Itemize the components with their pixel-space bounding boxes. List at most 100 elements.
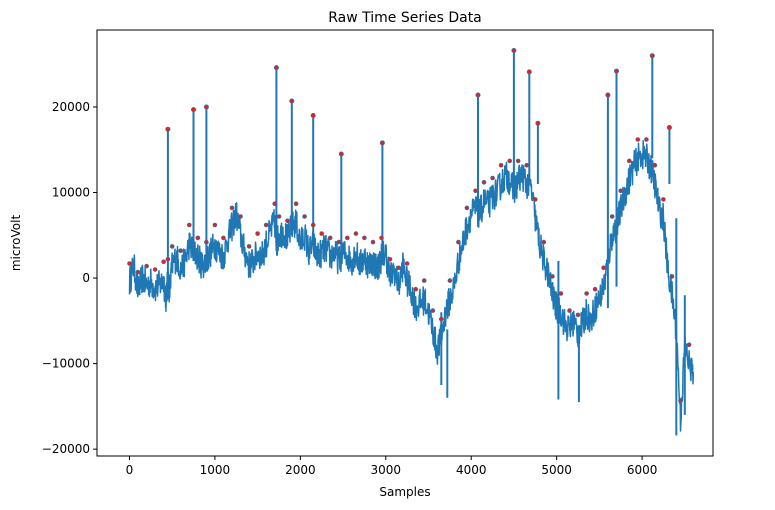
peak-marker <box>379 140 385 146</box>
x-tick-label: 3000 <box>371 463 402 477</box>
peak-marker <box>498 162 504 168</box>
peak-marker <box>613 68 619 74</box>
peak-marker <box>421 278 427 283</box>
peak-marker <box>438 316 444 322</box>
peak-marker <box>618 188 624 194</box>
peak-marker <box>169 244 175 249</box>
peak-marker <box>387 256 393 262</box>
y-tick-label: 10000 <box>52 186 90 200</box>
peak-marker <box>195 235 201 241</box>
peak-marker <box>255 231 260 236</box>
peak-marker <box>165 126 171 132</box>
peak-marker <box>396 265 401 271</box>
peak-marker <box>285 218 290 224</box>
x-axis-label: Samples <box>379 485 430 499</box>
peak-marker <box>652 162 658 168</box>
peak-marker <box>135 269 141 275</box>
peak-marker <box>490 175 495 181</box>
peak-marker <box>481 180 487 185</box>
peak-marker <box>649 53 655 59</box>
peak-marker <box>263 222 269 228</box>
x-tick-label: 0 <box>126 463 134 477</box>
peak-marker <box>212 222 218 228</box>
peak-marker <box>567 308 572 313</box>
y-tick-label: 20000 <box>52 100 90 114</box>
peak-marker <box>558 291 564 296</box>
chart-title: Raw Time Series Data <box>328 10 482 26</box>
peak-marker <box>584 291 589 296</box>
peak-marker <box>370 239 376 245</box>
peak-marker <box>666 125 672 131</box>
peak-marker <box>293 201 299 206</box>
peak-marker <box>550 274 555 279</box>
peak-marker <box>447 278 453 283</box>
peak-marker <box>161 259 166 265</box>
peak-marker <box>310 113 316 119</box>
peak-marker <box>152 267 158 272</box>
plot-lines <box>128 50 695 436</box>
x-tick-label: 2000 <box>285 463 316 477</box>
peak-marker <box>686 342 692 348</box>
x-tick-label: 1000 <box>200 463 231 477</box>
y-tick-label: −10000 <box>42 357 90 371</box>
peak-marker <box>404 261 410 266</box>
peak-marker <box>475 92 481 98</box>
y-tick-label: 0 <box>82 271 90 285</box>
peak-marker <box>302 214 307 219</box>
peak-marker <box>203 104 209 110</box>
peak-marker <box>456 239 461 245</box>
plot-frame <box>96 29 714 457</box>
peak-marker <box>526 69 532 75</box>
peak-marker <box>601 265 606 271</box>
peak-marker <box>338 151 344 157</box>
peak-marker <box>605 92 611 98</box>
peak-marker <box>273 65 279 71</box>
peak-marker <box>310 222 316 228</box>
peak-marker <box>187 222 192 228</box>
peak-marker <box>178 248 183 253</box>
y-tick-label: −20000 <box>42 442 90 456</box>
peak-marker <box>524 162 530 168</box>
x-tick-label: 4000 <box>456 463 487 477</box>
series-line <box>128 139 695 432</box>
peak-marker <box>678 398 683 403</box>
peak-marker <box>238 214 243 219</box>
peak-marker <box>319 231 325 236</box>
peak-marker <box>464 205 470 211</box>
peak-marker <box>289 98 295 104</box>
peak-marker <box>344 235 350 241</box>
peak-marker <box>430 308 436 313</box>
peak-marker <box>541 239 547 245</box>
peak-marker <box>353 231 359 236</box>
peak-marker <box>575 312 581 318</box>
y-ticks: −20000 −10000 0 10000 20000 <box>42 100 97 456</box>
x-tick-label: 6000 <box>627 463 658 477</box>
peak-marker <box>507 158 513 164</box>
peak-marker <box>661 197 666 202</box>
peak-marker <box>327 235 333 241</box>
peak-marker <box>532 197 538 202</box>
peak-marker <box>669 274 675 279</box>
peak-marker <box>127 261 132 266</box>
peak-marker <box>379 235 384 241</box>
x-ticks: 0 1000 2000 3000 4000 5000 6000 <box>126 456 658 477</box>
peak-marker <box>592 286 598 292</box>
peak-marker <box>229 205 235 211</box>
peak-marker <box>204 239 209 245</box>
peak-marker <box>165 256 171 262</box>
peak-marker <box>511 47 517 53</box>
peak-marker <box>191 107 197 113</box>
peak-markers <box>127 47 692 403</box>
x-tick-label: 5000 <box>541 463 572 477</box>
peak-marker <box>336 239 342 245</box>
peak-marker <box>362 235 367 241</box>
peak-marker <box>515 158 521 164</box>
peak-marker <box>413 286 419 292</box>
peak-marker <box>144 263 149 269</box>
peak-marker <box>609 214 615 219</box>
peak-marker <box>535 120 541 126</box>
peak-marker <box>473 188 478 194</box>
y-axis-label: microVolt <box>9 215 23 272</box>
peak-marker <box>276 214 282 219</box>
